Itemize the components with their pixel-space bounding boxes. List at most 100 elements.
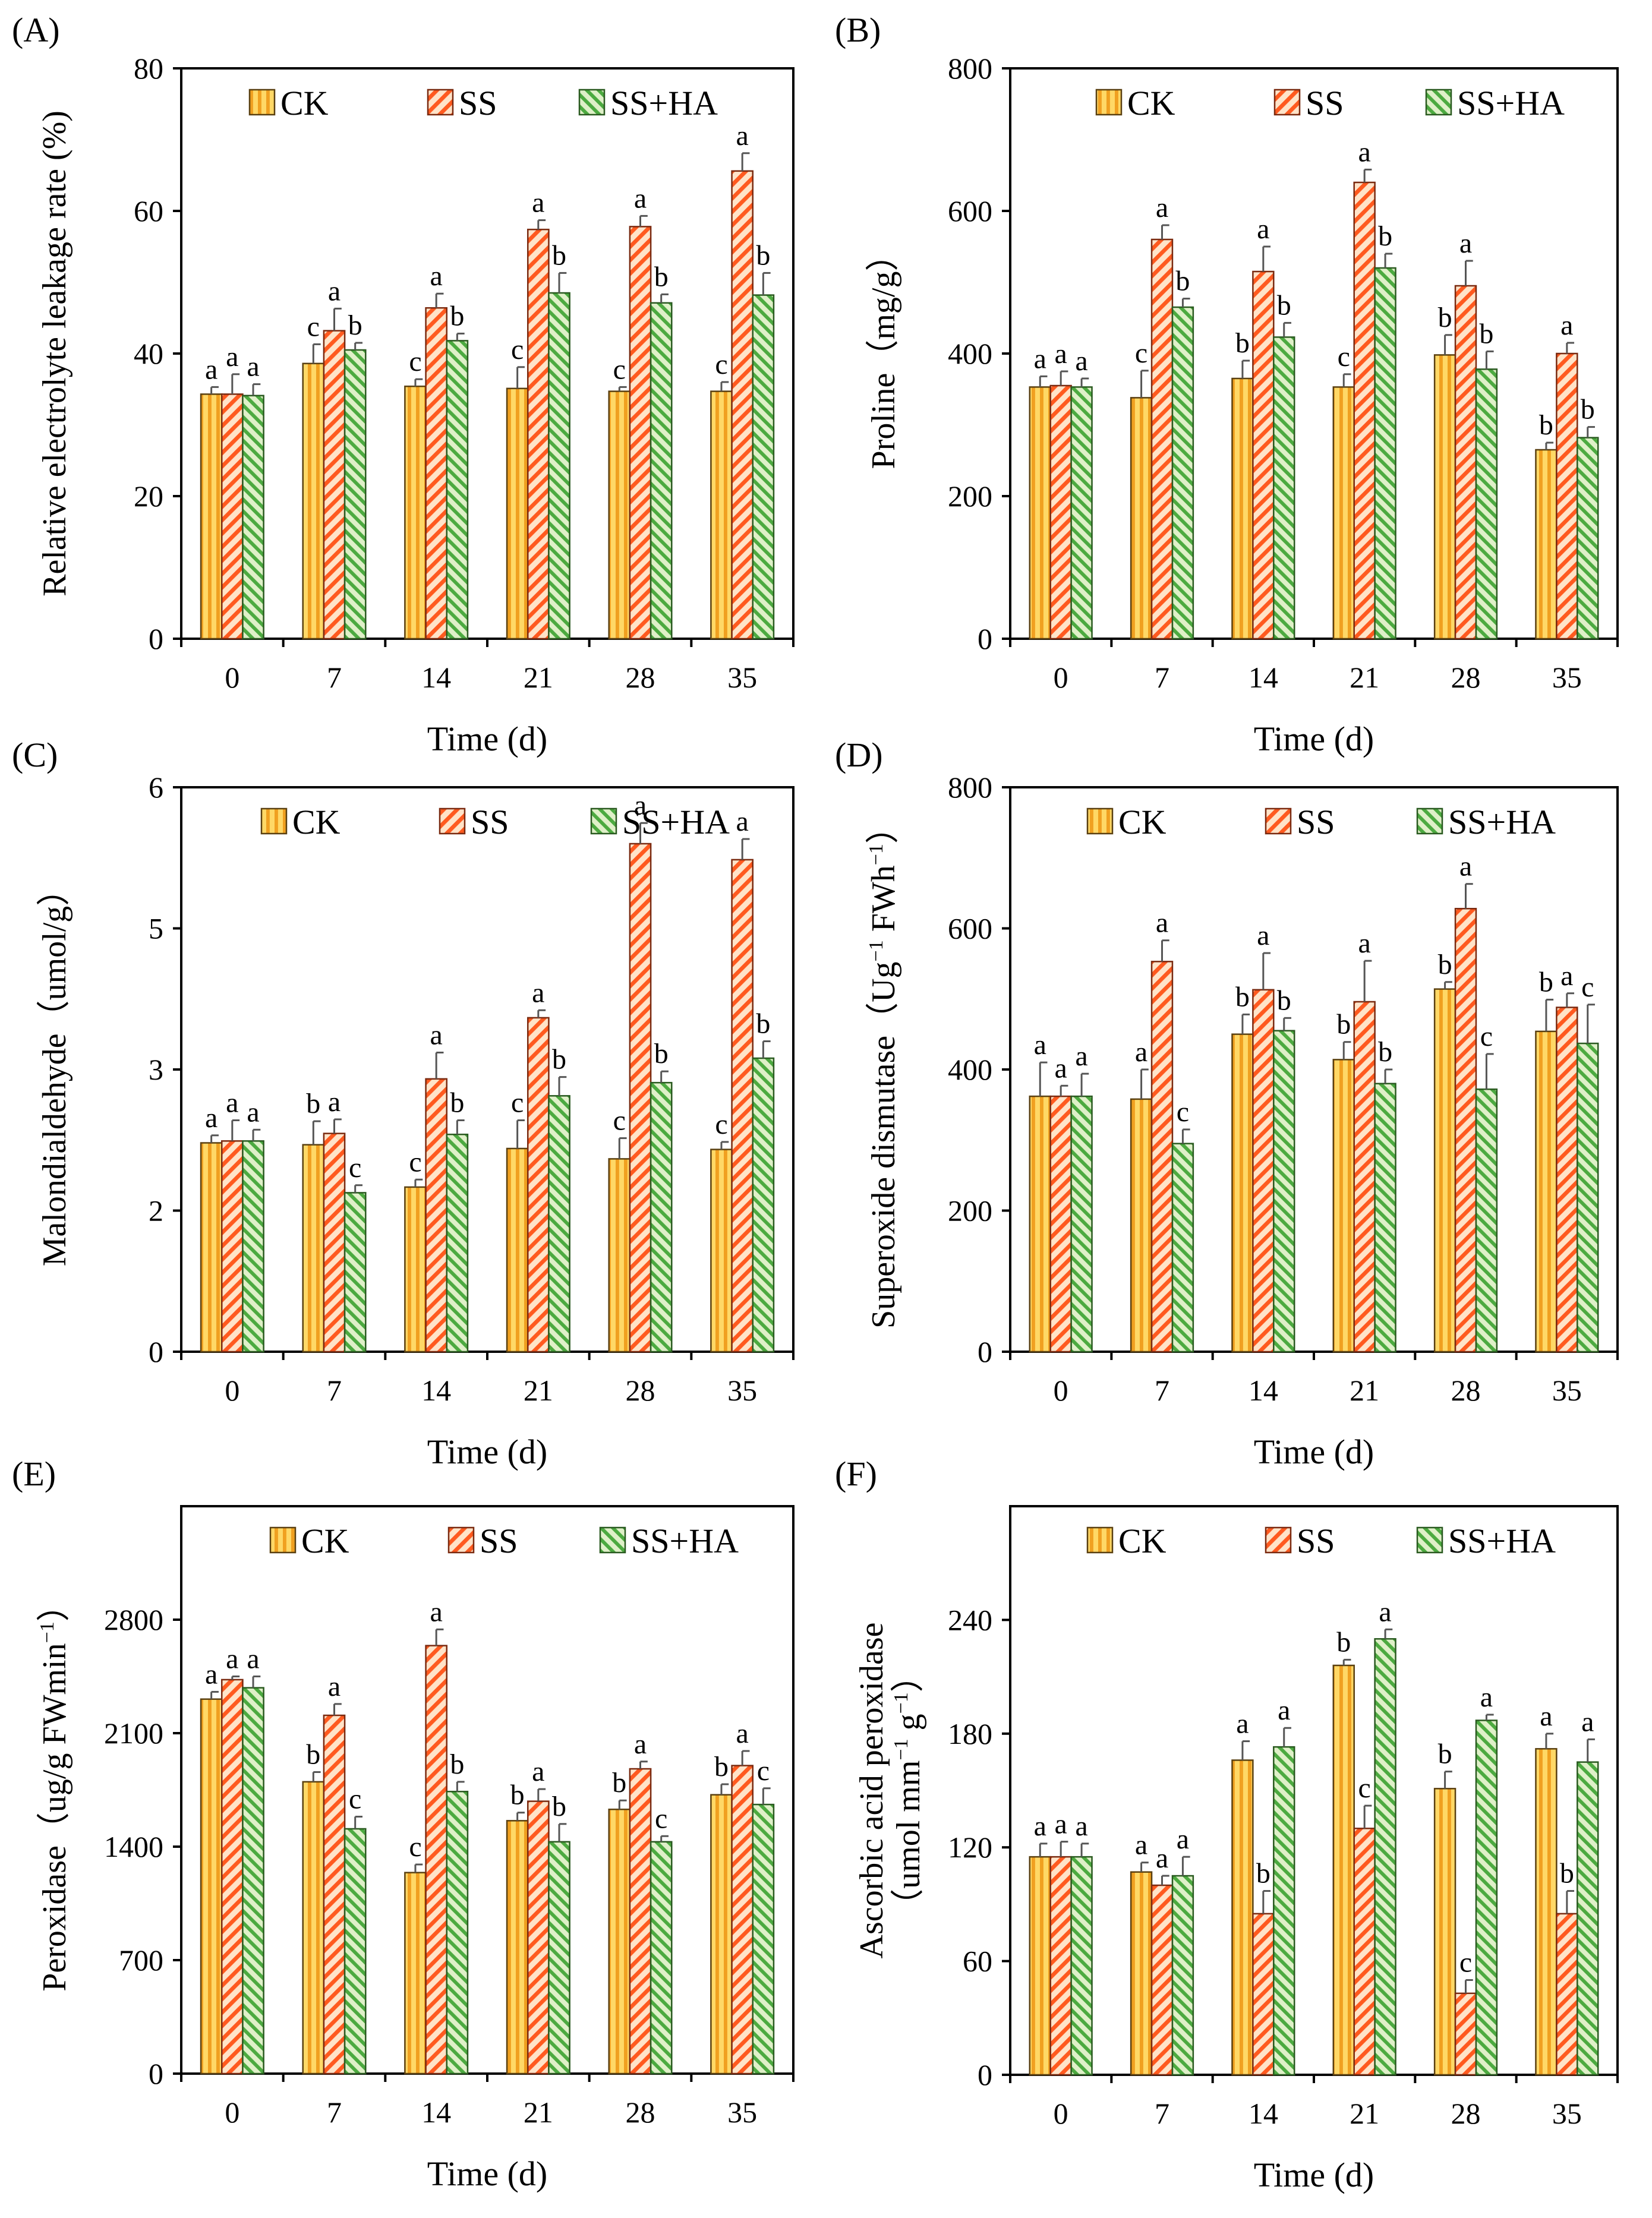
significance-letter: c [1459,1947,1472,1979]
bar-ss-28 [629,1768,652,2075]
significance-letter: b [1256,1858,1270,1889]
significance-letter: a [226,1643,238,1675]
x-tick-label: 28 [626,1374,655,1407]
x-tick-label: 28 [1451,661,1481,694]
bar-ck-7 [1130,1871,1153,2076]
x-axis-label: Time (d) [1254,2156,1374,2194]
bar-ss-0 [1049,1856,1072,2076]
y-tick-label: 0 [149,2057,163,2090]
bar-ss-35 [1556,1007,1578,1353]
bar-ck-14 [1231,377,1254,640]
panel-label: (A) [12,11,60,49]
bar-ss-ha-28 [650,1081,673,1353]
significance-letter: c [613,1105,626,1137]
bar-ck-14 [1231,1033,1254,1353]
significance-letter: a [1156,192,1168,223]
significance-letter: a [430,260,443,292]
significance-letter: a [1480,1681,1493,1713]
bar-ck-0 [1029,1856,1051,2076]
significance-letter: a [205,1102,217,1134]
y-tick-label: 20 [134,479,163,513]
x-tick-label: 21 [524,2096,553,2129]
legend-swatch-ss-ha [590,807,617,835]
significance-letter: b [348,310,362,341]
bar-ss-14 [425,307,448,640]
bar-ck-0 [200,393,223,640]
significance-letter: a [736,120,749,152]
bar-ss-ha-21 [1374,1638,1396,2076]
y-tick-label: 0 [149,622,163,655]
y-tick-label: 2800 [104,1603,163,1636]
significance-letter: a [1560,310,1573,341]
legend-label: CK [1127,84,1175,122]
significance-letter: b [1378,1036,1392,1068]
y-tick-label: 800 [948,771,992,804]
bar-ss-21 [527,1800,550,2075]
significance-letter: a [1034,343,1046,374]
bar-ck-0 [200,1142,223,1353]
legend-label: SS+HA [631,1522,739,1560]
significance-letter: b [612,1767,626,1799]
y-tick-label: 2100 [104,1717,163,1750]
y-tick-label: 80 [134,52,163,85]
significance-letter: c [1358,1772,1371,1804]
y-tick-label: 600 [948,194,992,228]
significance-letter: a [205,1658,217,1690]
significance-letter: b [306,1739,320,1770]
panel-A: (A) 0 20 40 60 80 0 7 14 21 28 35 Time (d) Relative e… [12,11,795,758]
legend-swatch-ck [1095,89,1123,116]
bar-ss-ha-14 [446,1134,469,1353]
significance-letter: a [1236,1708,1249,1740]
legend-label: CK [301,1522,349,1560]
bar-ck-14 [404,1872,427,2075]
x-tick-label: 14 [421,1374,451,1407]
significance-letter: c [307,311,320,342]
legend-swatch-ss-ha [1416,1526,1443,1554]
y-tick-label: 6 [149,771,163,804]
significance-letter: b [1235,327,1250,359]
bar-ss-7 [1150,238,1174,640]
x-tick-label: 35 [727,661,757,694]
bar-ss-35 [1556,352,1578,640]
bar-ss-21 [1353,1001,1376,1353]
legend-label: CK [1118,1522,1167,1560]
bar-ss-ha-28 [650,1841,673,2075]
x-tick-label: 35 [1552,2097,1582,2130]
y-tick-label: 60 [963,1945,992,1978]
legend-label: SS+HA [1457,84,1565,122]
significance-letter: b [654,261,669,292]
x-tick-label: 28 [626,2096,655,2129]
bar-ss-ha-21 [548,1095,570,1353]
significance-letter: a [634,1728,647,1760]
bar-ss-ha-35 [752,1803,775,2075]
significance-letter: a [634,182,647,214]
significance-letter: b [1336,1009,1351,1040]
legend-swatch-ck [1086,1526,1114,1554]
y-tick-label: 400 [948,1053,992,1086]
significance-letter: b [1581,394,1595,425]
y-tick-label: 120 [948,1831,992,1864]
significance-letter: c [409,346,421,377]
panel-label: (F) [835,1455,877,1493]
significance-letter: a [1459,228,1472,259]
x-tick-label: 35 [1552,661,1582,694]
legend-swatch-ss-ha [578,89,606,116]
bar-ss-0 [1049,384,1072,640]
bar-ss-28 [1454,908,1477,1353]
significance-letter: b [654,1038,669,1069]
x-tick-label: 0 [1054,661,1068,694]
significance-letter: b [1560,1858,1574,1889]
bar-ck-7 [1130,397,1153,640]
bar-ck-35 [710,1149,733,1353]
bar-ss-0 [220,1140,244,1353]
bar-ss-ha-0 [1070,386,1093,640]
y-tick-label: 800 [948,52,992,85]
significance-letter: a [736,806,749,837]
bar-ss-ha-7 [343,349,367,640]
significance-letter: a [1034,1810,1046,1842]
bar-ss-7 [323,1714,346,2075]
x-axis-label: Time (d) [1254,720,1374,758]
significance-letter: b [510,1780,525,1811]
